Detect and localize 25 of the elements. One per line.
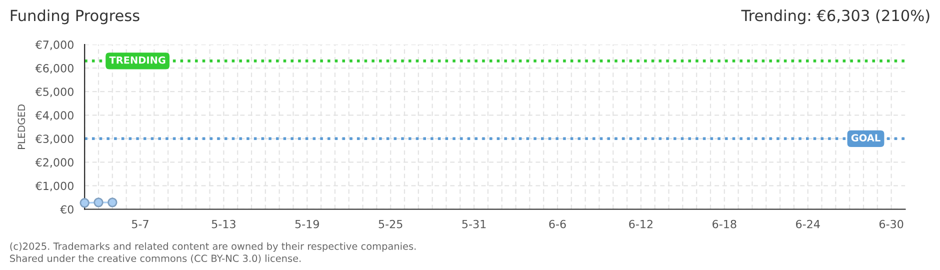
x-tick-label: 5-13 [212,220,236,228]
y-tick-label: €2,000 [35,158,74,168]
x-tick-label: 5-25 [378,220,402,228]
x-tick-label: 5-19 [295,220,319,228]
y-tick-label: €1,000 [35,182,74,192]
text: (c)2025. Trademarks and related content are owned by their respective companies. [10,242,416,252]
x-tick-label: 5-7 [132,220,148,228]
y-axis-title: PLEDGED [18,104,26,149]
x-tick-label: 6-24 [796,220,820,228]
text: Shared under the creative commons (CC BY-NC 3.0) license. [10,254,301,264]
y-tick-label: €4,000 [35,111,74,121]
y-tick-label: €3,000 [35,134,74,144]
ref-line-label: TRENDING [109,56,166,64]
chart-title: Funding Progress [10,9,140,24]
x-tick-label: 5-31 [462,220,486,228]
y-tick-label: €7,000 [35,40,74,50]
y-tick-label: €5,000 [35,88,74,98]
ref-line-label: GOAL [851,134,880,142]
chart-subtitle: Trending: €6,303 (210%) [741,9,930,24]
y-tick-label: €6,000 [35,64,74,74]
x-tick-label: 6-30 [879,220,904,228]
y-tick-label: €0 [60,205,74,214]
x-tick-label: 6-12 [629,220,652,228]
x-tick-label: 6-6 [549,220,566,228]
x-tick-label: 6-18 [712,220,736,228]
